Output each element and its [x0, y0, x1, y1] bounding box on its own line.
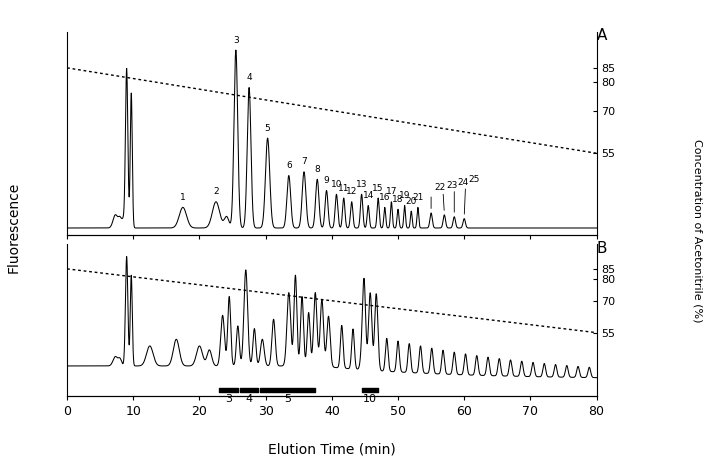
Text: 25: 25 — [469, 175, 480, 184]
Text: 22: 22 — [434, 183, 445, 192]
Text: 7: 7 — [301, 158, 307, 166]
Text: 10: 10 — [330, 180, 342, 189]
Text: Elution Time (min): Elution Time (min) — [268, 443, 395, 456]
Text: 19: 19 — [399, 191, 410, 200]
Text: 10: 10 — [363, 394, 377, 404]
Text: 3: 3 — [225, 394, 232, 404]
Text: 9: 9 — [323, 176, 330, 185]
Text: 2: 2 — [213, 188, 219, 196]
Text: 12: 12 — [346, 188, 357, 196]
Text: 14: 14 — [363, 191, 374, 200]
Text: 5: 5 — [265, 124, 270, 133]
Text: 17: 17 — [385, 188, 397, 196]
Text: Fluorescence: Fluorescence — [7, 182, 21, 272]
Text: 8: 8 — [314, 165, 320, 174]
Text: 24: 24 — [457, 178, 469, 187]
Text: 13: 13 — [356, 180, 367, 189]
Text: 3: 3 — [233, 35, 239, 45]
Text: Concentration of Acetonitrile (%): Concentration of Acetonitrile (%) — [693, 139, 702, 322]
Text: 5: 5 — [285, 394, 292, 404]
Text: 11: 11 — [338, 183, 349, 193]
Text: 1: 1 — [180, 193, 186, 202]
Text: B: B — [597, 241, 607, 256]
Text: 4: 4 — [246, 73, 252, 82]
Text: 16: 16 — [379, 193, 390, 202]
Text: 15: 15 — [372, 183, 384, 193]
Text: A: A — [597, 28, 607, 43]
Text: 20: 20 — [405, 197, 417, 206]
Text: 6: 6 — [286, 161, 292, 170]
Text: 18: 18 — [393, 195, 404, 204]
Text: 4: 4 — [246, 394, 253, 404]
Text: 21: 21 — [412, 193, 424, 202]
Text: 23: 23 — [446, 181, 457, 190]
